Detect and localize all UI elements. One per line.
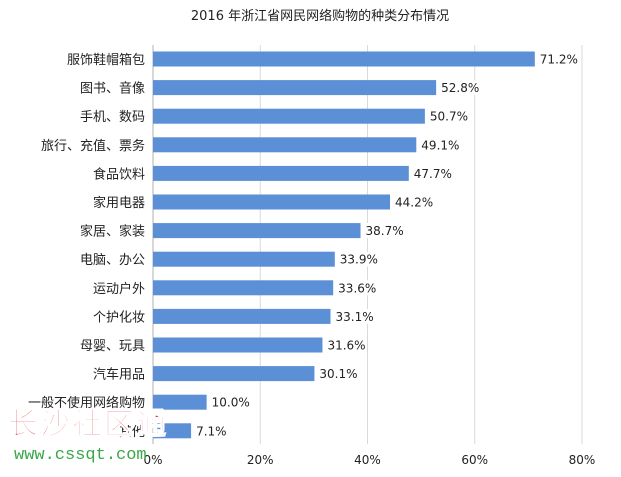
watermark: 长沙社区通 www.cssqt.com — [8, 407, 168, 466]
category-label: 服饰鞋帽箱包 — [67, 52, 145, 68]
category-label: 运动户外 — [93, 281, 145, 297]
bar — [153, 80, 437, 96]
value-label-bg — [334, 280, 377, 296]
value-label: 47.7% — [414, 167, 452, 181]
bars — [153, 51, 535, 439]
bar — [153, 423, 192, 439]
value-label: 44.2% — [395, 196, 433, 210]
category-label: 图书、音像 — [80, 81, 145, 97]
value-label-bg — [417, 137, 460, 153]
value-label-bg — [391, 194, 434, 210]
value-label-bg — [315, 366, 358, 382]
category-label: 家居、家装 — [80, 224, 145, 240]
bar — [153, 394, 207, 410]
category-label: 个护化妆 — [93, 310, 145, 325]
bar — [153, 251, 335, 267]
bar — [153, 108, 425, 124]
category-label: 母婴、玩具 — [80, 339, 145, 354]
bar — [153, 337, 323, 353]
category-label: 旅行、充值、票务 — [41, 138, 145, 154]
value-label-bg — [361, 223, 404, 239]
labels: 服饰鞋帽箱包 71.2% 图书、音像 52.8% 手机、数码 50.7% 旅行、充值、票务 4… — [28, 51, 578, 440]
watermark-url: www.cssqt.com — [14, 446, 147, 465]
x-axis-ticks: 0% 20% 40% 60% 80% — [143, 453, 595, 467]
bar — [153, 194, 391, 210]
bar — [153, 51, 535, 67]
chart-title: 2016 年浙江省网民网络购物的种类分布情况 — [191, 8, 449, 24]
value-label: 49.1% — [421, 138, 459, 152]
category-label: 电脑、办公 — [80, 253, 145, 268]
value-label: 50.7% — [430, 110, 468, 124]
x-tick-label: 40% — [354, 453, 381, 467]
value-label-bg — [331, 308, 374, 324]
bar — [153, 308, 331, 324]
value-label: 30.1% — [319, 367, 357, 381]
value-label: 33.6% — [338, 281, 376, 295]
x-tick-label: 60% — [461, 453, 488, 467]
value-label: 7.1% — [196, 424, 227, 438]
bar — [153, 137, 417, 153]
x-tick-label: 80% — [569, 453, 596, 467]
value-label-bg — [207, 394, 250, 410]
bar — [153, 223, 361, 239]
category-label: 食品饮料 — [93, 166, 145, 182]
watermark-text: 长沙社区通 — [8, 407, 168, 442]
category-label: 家用电器 — [93, 195, 145, 211]
grid-lines — [152, 45, 583, 444]
value-label: 33.9% — [340, 253, 378, 267]
x-tick-label: 20% — [247, 453, 274, 467]
value-label-bg — [437, 80, 480, 96]
category-label: 其他 — [119, 425, 145, 440]
value-label: 10.0% — [212, 396, 250, 410]
x-tick-label: 0% — [143, 453, 162, 467]
category-label: 汽车用品 — [93, 367, 145, 383]
value-label-bg — [192, 423, 235, 439]
category-label: 手机、数码 — [80, 110, 145, 125]
value-label: 31.6% — [327, 339, 365, 353]
value-label-bg — [535, 51, 578, 67]
bar — [153, 280, 334, 296]
bar — [153, 165, 409, 181]
value-label: 33.1% — [335, 310, 373, 324]
value-label-bg — [425, 108, 468, 124]
bar — [153, 366, 315, 382]
value-label: 71.2% — [540, 53, 578, 67]
value-label: 38.7% — [366, 224, 404, 238]
value-label-bg — [335, 251, 378, 267]
category-label: 一般不使用网络购物 — [28, 395, 145, 411]
value-label: 52.8% — [441, 81, 479, 95]
value-label-bg — [409, 165, 452, 181]
value-label-bg — [323, 337, 366, 353]
